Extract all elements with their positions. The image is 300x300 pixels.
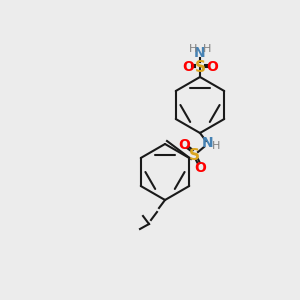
Text: N: N [202,136,214,150]
Text: S: S [188,148,200,163]
Text: O: O [206,60,218,74]
Text: O: O [178,138,190,152]
Text: H: H [189,44,197,54]
Text: H: H [212,141,220,151]
Text: O: O [194,161,206,175]
Text: S: S [194,59,206,74]
Text: H: H [203,44,211,54]
Text: N: N [194,46,206,60]
Text: O: O [182,60,194,74]
